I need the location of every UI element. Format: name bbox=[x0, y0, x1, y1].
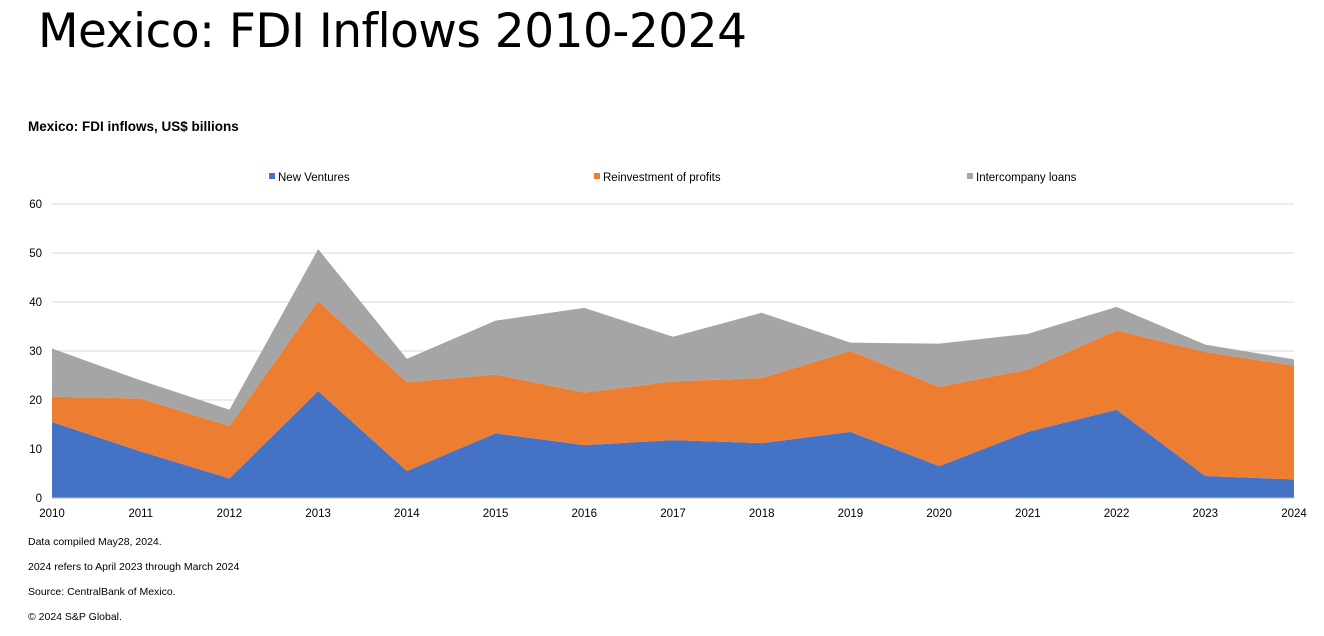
series-area-reinvestment-of-profits bbox=[52, 301, 1294, 480]
y-tick-label: 10 bbox=[29, 444, 42, 456]
note-period: 2024 refers to April 2023 through March … bbox=[28, 561, 240, 573]
y-tick-label: 40 bbox=[29, 297, 42, 309]
note-copyright: © 2024 S&P Global. bbox=[28, 611, 122, 623]
legend-label: Intercompany loans bbox=[976, 172, 1077, 184]
y-tick-label: 60 bbox=[29, 199, 42, 211]
footnotes: Data compiled May28, 2024. 2024 refers t… bbox=[28, 536, 239, 636]
x-tick-label: 2016 bbox=[571, 508, 597, 520]
legend-label: Reinvestment of profits bbox=[603, 172, 721, 184]
slide-title: Mexico: FDI Inflows 2010-2024 bbox=[38, 4, 747, 59]
y-tick-label: 20 bbox=[29, 395, 42, 407]
y-tick-label: 0 bbox=[36, 493, 42, 505]
x-tick-label: 2020 bbox=[926, 508, 952, 520]
x-tick-label: 2019 bbox=[838, 508, 864, 520]
series-area-intercompany-loans bbox=[52, 249, 1294, 426]
x-tick-label: 2012 bbox=[217, 508, 243, 520]
legend-swatch bbox=[967, 173, 973, 179]
x-tick-label: 2011 bbox=[128, 508, 153, 520]
x-tick-label: 2018 bbox=[749, 508, 775, 520]
x-tick-label: 2014 bbox=[394, 508, 420, 520]
legend-swatch bbox=[594, 173, 600, 179]
chart-title: Mexico: FDI inflows, US$ billions bbox=[28, 119, 239, 134]
legend-label: New Ventures bbox=[278, 172, 350, 184]
x-tick-label: 2021 bbox=[1015, 508, 1041, 520]
y-tick-label: 50 bbox=[29, 248, 42, 260]
x-tick-label: 2017 bbox=[660, 508, 686, 520]
y-tick-label: 30 bbox=[29, 346, 42, 358]
note-data-compiled: Data compiled May28, 2024. bbox=[28, 536, 162, 548]
x-tick-label: 2022 bbox=[1104, 508, 1130, 520]
note-source: Source: CentralBank of Mexico. bbox=[28, 586, 176, 598]
x-tick-label: 2010 bbox=[39, 508, 65, 520]
series-area-new-ventures bbox=[52, 391, 1294, 498]
x-tick-label: 2015 bbox=[483, 508, 509, 520]
x-tick-label: 2013 bbox=[305, 508, 331, 520]
x-tick-label: 2024 bbox=[1281, 508, 1307, 520]
x-tick-label: 2023 bbox=[1192, 508, 1218, 520]
legend-swatch bbox=[269, 173, 275, 179]
